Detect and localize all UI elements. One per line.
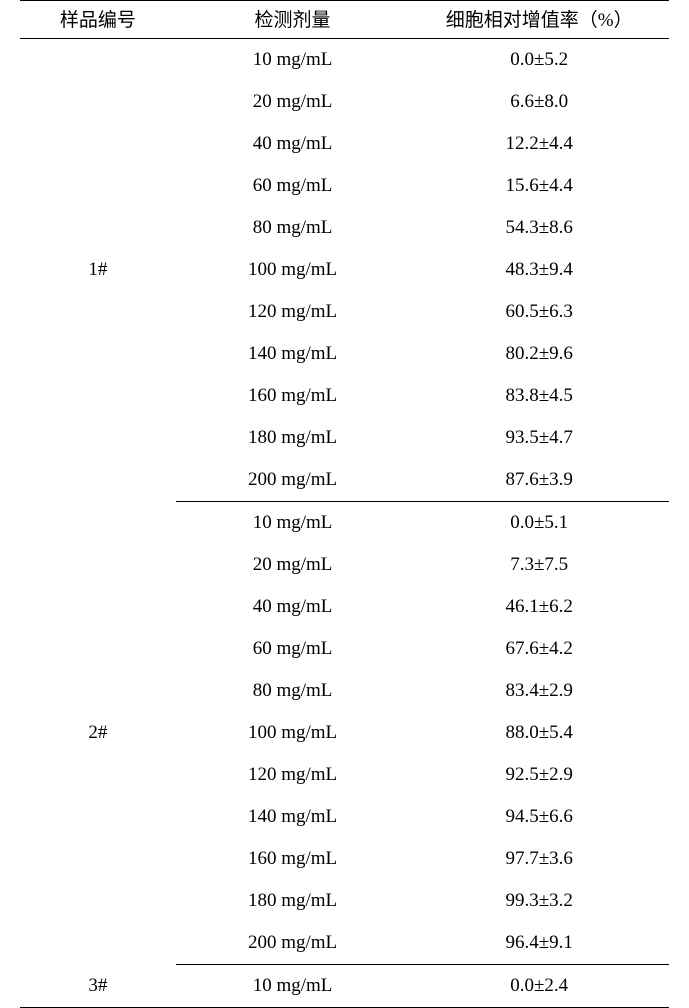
rate-cell: 99.3±3.2	[409, 880, 669, 922]
dose-cell: 100 mg/mL	[176, 712, 410, 754]
dose-cell: 200 mg/mL	[176, 922, 410, 965]
rate-cell: 67.6±4.2	[409, 628, 669, 670]
rate-cell: 83.4±2.9	[409, 670, 669, 712]
dose-cell: 200 mg/mL	[176, 459, 410, 502]
rate-cell: 93.5±4.7	[409, 417, 669, 459]
dose-cell: 140 mg/mL	[176, 333, 410, 375]
table-header-row: 样品编号 检测剂量 细胞相对增值率（%）	[20, 1, 669, 39]
dose-cell: 160 mg/mL	[176, 838, 410, 880]
dose-cell: 40 mg/mL	[176, 586, 410, 628]
table-row: 1#10 mg/mL0.0±5.2	[20, 39, 669, 82]
sample-id-cell: 2#	[20, 502, 176, 965]
dose-cell: 40 mg/mL	[176, 123, 410, 165]
dose-cell: 10 mg/mL	[176, 39, 410, 82]
rate-cell: 92.5±2.9	[409, 754, 669, 796]
rate-cell: 48.3±9.4	[409, 249, 669, 291]
rate-cell: 87.6±3.9	[409, 459, 669, 502]
dose-cell: 80 mg/mL	[176, 670, 410, 712]
rate-cell: 54.3±8.6	[409, 207, 669, 249]
rate-cell: 88.0±5.4	[409, 712, 669, 754]
rate-cell: 94.5±6.6	[409, 796, 669, 838]
sample-id-cell: 1#	[20, 39, 176, 502]
dose-cell: 80 mg/mL	[176, 207, 410, 249]
dose-cell: 10 mg/mL	[176, 965, 410, 1008]
dose-cell: 120 mg/mL	[176, 291, 410, 333]
dose-cell: 10 mg/mL	[176, 502, 410, 545]
rate-cell: 6.6±8.0	[409, 81, 669, 123]
rate-cell: 0.0±5.1	[409, 502, 669, 545]
dose-cell: 20 mg/mL	[176, 81, 410, 123]
dose-cell: 140 mg/mL	[176, 796, 410, 838]
data-table-container: 样品编号 检测剂量 细胞相对增值率（%） 1#10 mg/mL0.0±5.220…	[0, 0, 689, 1008]
rate-cell: 7.3±7.5	[409, 544, 669, 586]
col-header-sample-id: 样品编号	[20, 1, 176, 39]
table-body: 1#10 mg/mL0.0±5.220 mg/mL6.6±8.040 mg/mL…	[20, 39, 669, 1008]
rate-cell: 96.4±9.1	[409, 922, 669, 965]
dose-cell: 180 mg/mL	[176, 880, 410, 922]
rate-cell: 0.0±5.2	[409, 39, 669, 82]
rate-cell: 83.8±4.5	[409, 375, 669, 417]
dose-cell: 180 mg/mL	[176, 417, 410, 459]
sample-id-cell: 3#	[20, 965, 176, 1008]
dose-cell: 60 mg/mL	[176, 628, 410, 670]
rate-cell: 0.0±2.4	[409, 965, 669, 1008]
dose-cell: 20 mg/mL	[176, 544, 410, 586]
rate-cell: 97.7±3.6	[409, 838, 669, 880]
table-row: 2#10 mg/mL0.0±5.1	[20, 502, 669, 545]
rate-cell: 80.2±9.6	[409, 333, 669, 375]
dose-cell: 100 mg/mL	[176, 249, 410, 291]
col-header-rate: 细胞相对增值率（%）	[409, 1, 669, 39]
rate-cell: 15.6±4.4	[409, 165, 669, 207]
data-table: 样品编号 检测剂量 细胞相对增值率（%） 1#10 mg/mL0.0±5.220…	[20, 0, 669, 1008]
dose-cell: 120 mg/mL	[176, 754, 410, 796]
dose-cell: 60 mg/mL	[176, 165, 410, 207]
table-row: 3#10 mg/mL0.0±2.4	[20, 965, 669, 1008]
rate-cell: 46.1±6.2	[409, 586, 669, 628]
col-header-dose: 检测剂量	[176, 1, 410, 39]
rate-cell: 12.2±4.4	[409, 123, 669, 165]
rate-cell: 60.5±6.3	[409, 291, 669, 333]
dose-cell: 160 mg/mL	[176, 375, 410, 417]
